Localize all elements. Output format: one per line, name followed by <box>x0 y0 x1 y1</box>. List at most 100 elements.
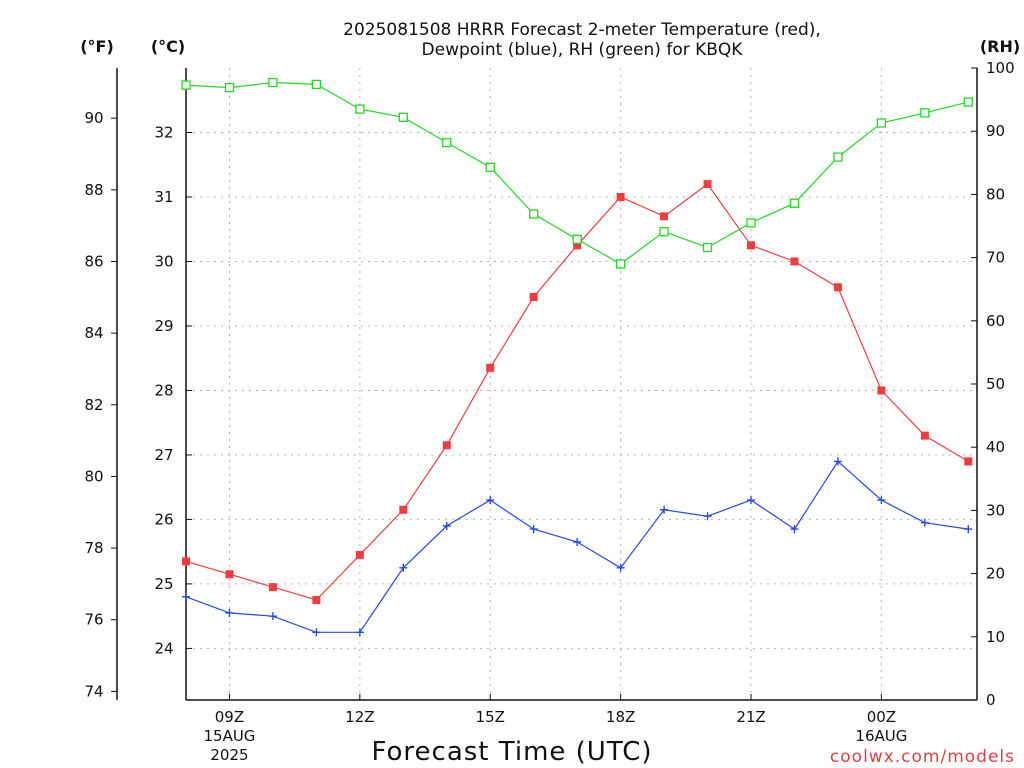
rh-tick-label: 50 <box>986 375 1005 393</box>
fahrenheit-unit-label: (°F) <box>80 37 114 56</box>
rh-point <box>181 80 191 90</box>
x-tick-label: 21Z <box>736 708 765 726</box>
rh-point <box>442 137 452 148</box>
rh-point <box>963 97 973 107</box>
temperature-point <box>747 241 755 250</box>
dewpoint-point <box>964 525 973 534</box>
dewpoint-point <box>660 505 669 514</box>
rh-point <box>833 152 843 162</box>
data-series <box>181 77 973 637</box>
temperature-point <box>703 180 712 189</box>
chart-title-line-2: Dewpoint (blue), RH (green) for KBQK <box>422 40 744 60</box>
celsius-tick-label: 29 <box>154 317 173 335</box>
celsius-tick-label: 27 <box>154 446 173 464</box>
chart-title: 2025081508 HRRR Forecast 2-meter Tempera… <box>343 20 821 60</box>
chart-title-line-1: 2025081508 HRRR Forecast 2-meter Tempera… <box>343 20 821 40</box>
x-tick-date-label: 15AUG <box>203 727 255 745</box>
rh-point <box>398 112 408 122</box>
temperature-point <box>833 283 842 292</box>
dewpoint-point <box>877 496 886 505</box>
dewpoint-point <box>399 563 408 572</box>
grid-lines <box>111 67 977 701</box>
temperature-point <box>790 257 799 266</box>
rh-point <box>485 162 495 172</box>
temperature-point <box>312 596 321 605</box>
dewpoint-point <box>529 525 538 534</box>
fahrenheit-tick-label: 82 <box>84 396 103 414</box>
dewpoint-point <box>442 521 451 530</box>
rh-tick-label: 60 <box>986 312 1005 330</box>
rh-point <box>746 218 756 228</box>
fahrenheit-tick-label: 86 <box>84 252 103 270</box>
rh-point <box>529 209 539 219</box>
dewpoint-series <box>182 457 973 637</box>
rh-tick-label: 20 <box>986 565 1005 583</box>
rh-point <box>659 227 669 237</box>
temperature-point <box>616 192 625 201</box>
dewpoint-point <box>747 496 755 505</box>
temperature-point <box>964 457 973 466</box>
fahrenheit-tick-label: 78 <box>84 539 103 557</box>
dewpoint-point <box>486 496 495 505</box>
rh-point <box>572 234 582 244</box>
x-tick-label: 15Z <box>476 708 505 726</box>
dewpoint-point <box>355 628 364 637</box>
x-tick-label: 18Z <box>606 708 635 726</box>
celsius-tick-label: 26 <box>154 510 173 528</box>
x-axis-label: Forecast Time (UTC) <box>371 737 652 767</box>
temperature-point <box>573 241 582 250</box>
dewpoint-line <box>185 460 969 633</box>
celsius-tick-label: 28 <box>154 381 173 399</box>
rh-point <box>876 118 887 128</box>
temperature-point <box>182 557 190 566</box>
rh-point <box>268 77 278 88</box>
rh-series <box>181 77 973 269</box>
temperature-point <box>355 550 364 559</box>
dewpoint-point <box>312 628 321 637</box>
rh-tick-label: 70 <box>986 249 1005 267</box>
temperature-series <box>182 180 973 605</box>
rh-unit-label: (RH) <box>980 37 1020 56</box>
rh-point <box>702 242 713 253</box>
celsius-tick-label: 25 <box>154 575 173 593</box>
rh-point <box>355 104 365 114</box>
dewpoint-point <box>573 538 582 546</box>
rh-tick-label: 90 <box>986 122 1005 140</box>
rh-tick-label: 30 <box>986 501 1005 519</box>
dewpoint-point <box>182 592 190 601</box>
axes <box>116 68 978 701</box>
temperature-point <box>920 431 929 440</box>
fahrenheit-tick-label: 90 <box>84 109 103 127</box>
x-tick-label: 12Z <box>345 708 374 726</box>
dewpoint-point <box>790 525 799 534</box>
fahrenheit-tick-label: 88 <box>84 181 103 199</box>
celsius-unit-label: (°C) <box>151 37 185 56</box>
temperature-point <box>399 505 408 514</box>
temperature-point <box>486 363 495 372</box>
fahrenheit-tick-label: 84 <box>84 324 103 342</box>
dewpoint-point <box>616 563 625 572</box>
dewpoint-point <box>225 608 234 617</box>
dewpoint-point <box>833 457 842 466</box>
temperature-point <box>877 386 886 395</box>
celsius-tick-label: 31 <box>154 188 173 206</box>
credit-text: coolwx.com/models <box>830 747 1015 767</box>
temperature-point <box>268 583 277 592</box>
x-tick-label: 00Z <box>867 708 896 726</box>
rh-tick-label: 0 <box>986 691 996 709</box>
fahrenheit-tick-label: 76 <box>84 611 103 629</box>
rh-point <box>224 82 235 93</box>
dewpoint-point <box>920 518 929 527</box>
temperature-point <box>529 292 538 301</box>
rh-tick-label: 80 <box>986 185 1005 203</box>
temperature-point <box>442 441 451 450</box>
rh-point <box>920 108 930 118</box>
temperature-point <box>660 212 669 221</box>
fahrenheit-tick-label: 80 <box>84 467 103 485</box>
rh-tick-label: 40 <box>986 438 1005 456</box>
rh-point <box>789 198 800 208</box>
dewpoint-point <box>268 612 277 621</box>
rh-tick-label: 100 <box>986 59 1015 77</box>
